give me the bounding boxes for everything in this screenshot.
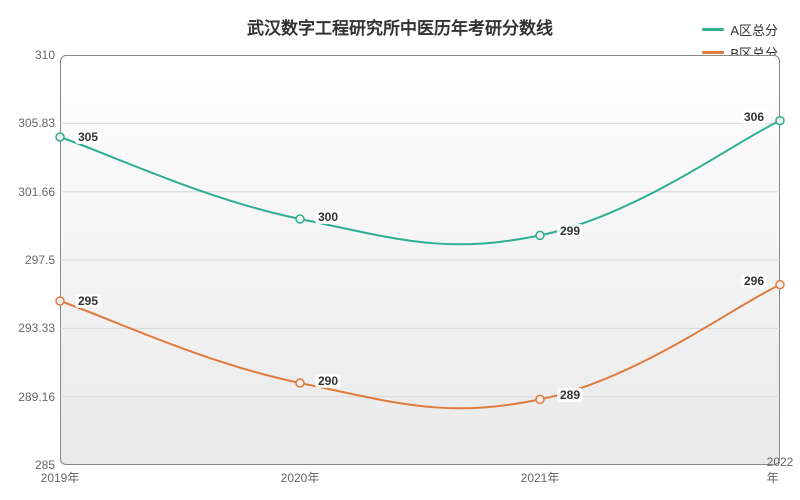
legend-label-a: A区总分 — [730, 20, 778, 39]
x-tick-label: 2021年 — [521, 469, 560, 486]
legend-swatch-b — [702, 51, 724, 54]
chart-container: 武汉数字工程研究所中医历年考研分数线 A区总分 B区总分 285289.1629… — [0, 0, 800, 500]
y-tick-label: 305.83 — [5, 116, 55, 130]
data-point-label: 306 — [741, 110, 767, 124]
data-point-label: 296 — [741, 274, 767, 288]
y-tick-label: 293.33 — [5, 321, 55, 335]
data-point-label: 295 — [75, 294, 101, 308]
x-tick-label: 2020年 — [281, 469, 320, 486]
y-tick-label: 297.5 — [5, 253, 55, 267]
y-tick-label: 310 — [5, 48, 55, 62]
data-point-label: 299 — [557, 224, 583, 238]
x-tick-label: 2019年 — [41, 469, 80, 486]
chart-title: 武汉数字工程研究所中医历年考研分数线 — [247, 14, 553, 39]
data-point-label: 305 — [75, 130, 101, 144]
legend-swatch-a — [702, 28, 724, 31]
y-tick-label: 289.16 — [5, 390, 55, 404]
y-tick-label: 301.66 — [5, 185, 55, 199]
chart-svg — [60, 55, 780, 465]
x-tick-label: 2022年 — [767, 455, 794, 486]
data-point-label: 289 — [557, 388, 583, 402]
legend-item-a: A区总分 — [702, 20, 778, 39]
data-point-label: 300 — [315, 210, 341, 224]
data-point-label: 290 — [315, 374, 341, 388]
